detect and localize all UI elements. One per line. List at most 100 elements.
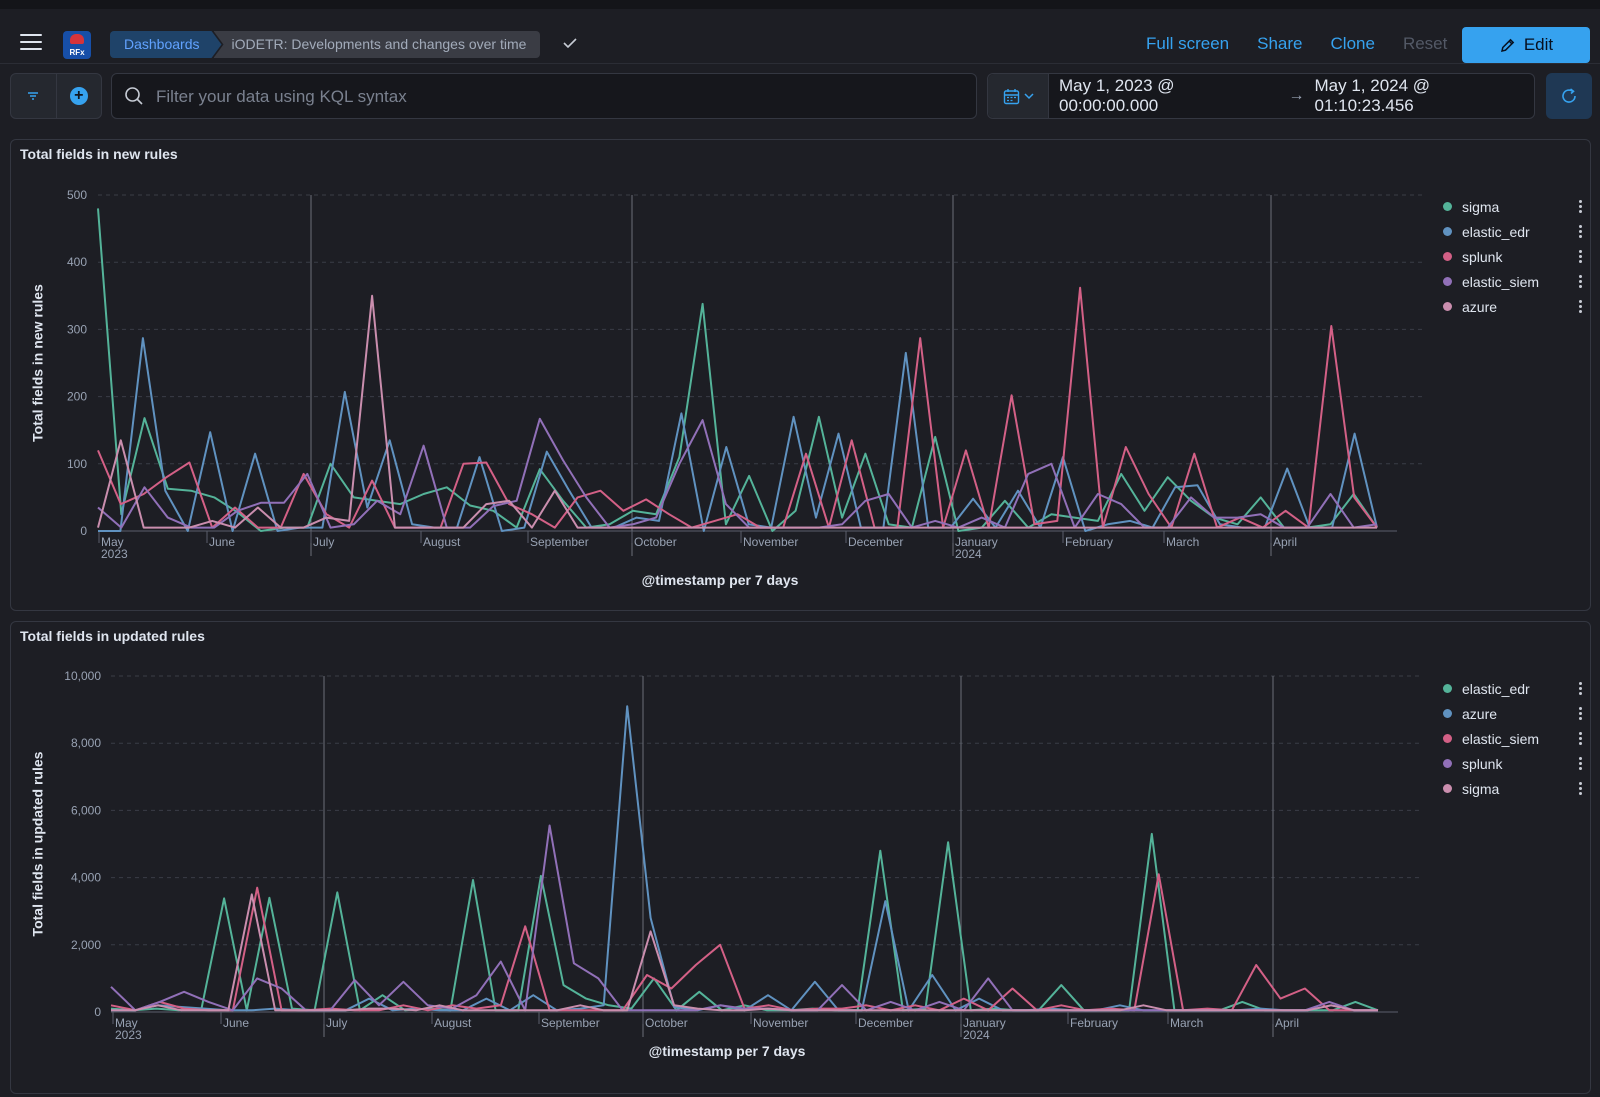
y-axis-title: Total fields in new rules [30,284,46,442]
kql-query-input[interactable] [154,74,968,120]
more-options-icon[interactable] [1579,707,1583,722]
more-options-icon[interactable] [1579,200,1583,215]
legend-label: splunk [1462,248,1503,265]
filter-menu-button[interactable] [11,74,57,118]
y-tick-label: 6,000 [71,803,101,817]
legend-label: elastic_siem [1462,273,1540,290]
x-tick-label: November [743,535,798,549]
more-options-icon[interactable] [1579,225,1583,240]
legend-item-azure[interactable]: azure [1443,701,1583,726]
end-date[interactable]: May 1, 2024 @ 01:10:23.456 [1314,76,1431,115]
series-line-elastic_siem[interactable] [110,873,1378,1012]
legend-label: elastic_siem [1462,730,1540,747]
series-line-azure[interactable] [97,294,1377,529]
x-tick-year: 2024 [955,547,982,561]
legend-item-splunk[interactable]: splunk [1443,751,1583,776]
logo-text: RFx [69,48,85,57]
more-options-icon[interactable] [1579,250,1583,265]
more-options-icon[interactable] [1579,275,1583,290]
series-line-splunk[interactable] [110,824,1378,1012]
more-options-icon[interactable] [1579,300,1583,315]
legend-label: sigma [1462,198,1500,215]
x-tick-year: 2023 [101,547,128,561]
more-options-icon[interactable] [1579,682,1583,697]
x-tick-label: November [753,1016,808,1030]
full-screen-button[interactable]: Full screen [1146,34,1230,53]
x-tick-label: July [313,535,334,549]
legend-item-elastic_edr[interactable]: elastic_edr [1443,676,1583,701]
series-line-splunk[interactable] [97,286,1378,529]
refresh-button[interactable] [1546,73,1592,119]
legend-item-elastic_edr[interactable]: elastic_edr [1443,219,1583,244]
legend-label: splunk [1462,755,1503,772]
x-tick-label: April [1275,1016,1299,1030]
y-axis-title: Total fields in updated rules [30,751,46,936]
clone-button[interactable]: Clone [1330,34,1375,53]
x-tick-label: January [955,535,998,549]
menu-icon[interactable] [20,34,42,55]
legend-item-sigma[interactable]: sigma [1443,194,1583,219]
search-icon [125,87,143,105]
x-tick-label: August [423,535,461,549]
x-axis-title: @timestamp per 7 days [649,1043,806,1059]
x-tick-label: September [530,535,589,549]
more-options-icon[interactable] [1579,732,1583,747]
series-line-elastic_edr[interactable] [98,337,1378,532]
quick-date-menu-button[interactable] [988,74,1049,118]
x-axis-title: @timestamp per 7 days [642,572,799,588]
series-line-elastic_siem[interactable] [97,417,1378,529]
more-options-icon[interactable] [1579,782,1583,797]
legend-item-azure[interactable]: azure [1443,294,1583,319]
kql-search [111,73,977,120]
x-tick-label: July [326,1016,347,1030]
legend-dot [1443,684,1452,693]
share-button[interactable]: Share [1257,34,1303,53]
y-tick-label: 2,000 [71,938,101,952]
legend-dot [1443,252,1452,261]
legend-item-elastic_siem[interactable]: elastic_siem [1443,726,1583,751]
calendar-icon [1003,88,1019,104]
app-logo[interactable]: RFx [63,31,91,59]
add-filter-button[interactable]: + [57,74,102,118]
x-tick-label: June [209,535,235,549]
legend-label: elastic_edr [1462,680,1530,697]
legend-dot [1443,227,1452,236]
refresh-icon [1562,88,1576,103]
legend-item-elastic_siem[interactable]: elastic_siem [1443,269,1583,294]
panel-updated-rules: Total fields in updated rules 10,000 8,00… [10,621,1591,1094]
y-tick-label: 10,000 [64,669,101,683]
breadcrumb-dashboards[interactable]: Dashboards [110,31,222,58]
breadcrumb: Dashboards iODETR: Developments and chan… [110,31,541,58]
x-tick-label: February [1070,1016,1118,1030]
x-tick-label: March [1166,535,1199,549]
check-icon[interactable] [563,36,577,50]
legend-item-sigma[interactable]: sigma [1443,776,1583,801]
series-line-elastic_edr[interactable] [110,832,1379,1012]
series-line-azure[interactable] [111,705,1378,1012]
more-options-icon[interactable] [1579,757,1583,772]
x-tick-label: March [1170,1016,1203,1030]
reset-button[interactable]: Reset [1402,34,1448,53]
y-tick-label: 4,000 [71,871,101,885]
x-tick-year: 2023 [115,1028,142,1042]
legend-label: sigma [1462,780,1500,797]
query-bar: + May 1, 2023 @ 00:00:00.000 → May 1, 20… [0,64,1600,128]
series-line-sigma[interactable] [111,893,1378,1012]
series-line-sigma[interactable] [97,208,1378,532]
y-tick-label: 100 [67,457,87,471]
plus-icon: + [69,87,88,105]
arrow-right-icon: → [1288,87,1305,104]
legend-dot [1443,202,1452,211]
pencil-icon [1500,38,1515,52]
start-date[interactable]: May 1, 2023 @ 00:00:00.000 [1059,76,1175,115]
x-tick-label: October [645,1016,688,1030]
edit-button[interactable]: Edit [1462,27,1590,63]
y-tick-label: 200 [67,390,87,404]
legend-item-splunk[interactable]: splunk [1443,244,1583,269]
y-tick-label: 400 [67,255,87,269]
legend-label: azure [1462,298,1498,315]
